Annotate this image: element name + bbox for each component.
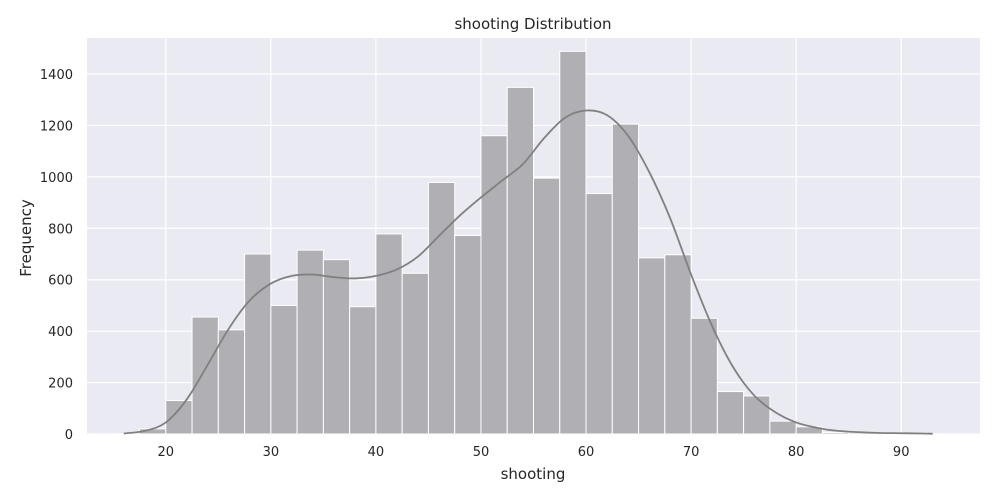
histogram-bar — [533, 177, 561, 435]
x-tick-label: 20 — [158, 445, 175, 460]
x-tick-label: 80 — [788, 445, 805, 460]
y-tick-label: 800 — [48, 222, 73, 237]
histogram-bar — [690, 317, 718, 435]
histogram-bar — [611, 123, 640, 435]
histogram-bar — [270, 304, 298, 435]
bars — [139, 50, 928, 435]
histogram-bar — [401, 272, 429, 435]
y-tick-labels: 0 200 400 600 800 1000 1200 1400 — [40, 68, 73, 443]
histogram-bar — [375, 233, 403, 435]
histogram-bar — [454, 234, 482, 435]
histogram-bar — [244, 253, 272, 435]
histogram-bar — [769, 420, 797, 435]
y-tick-label: 600 — [48, 274, 73, 289]
y-tick-label: 200 — [48, 377, 73, 392]
histogram-bar — [743, 395, 771, 435]
histogram-bar — [716, 391, 745, 435]
histogram-bar — [296, 249, 324, 435]
x-axis-label: shooting — [501, 465, 566, 483]
x-tick-labels: 20 30 40 50 60 70 80 90 — [158, 445, 910, 460]
histogram-bar — [664, 254, 692, 435]
histogram-bar — [427, 182, 456, 435]
x-tick-label: 40 — [368, 445, 385, 460]
chart-title: shooting Distribution — [454, 15, 611, 33]
y-tick-label: 0 — [65, 428, 73, 443]
histogram-bar — [217, 329, 246, 435]
histogram-bar — [349, 306, 377, 435]
histogram-bar — [638, 257, 666, 435]
x-tick-label: 50 — [473, 445, 490, 460]
histogram-bar — [585, 193, 613, 435]
histogram-bar — [480, 135, 508, 435]
histogram-bar — [322, 259, 351, 435]
histogram-bar — [165, 400, 193, 435]
x-tick-label: 60 — [578, 445, 595, 460]
histogram-bar — [506, 86, 534, 435]
y-axis-label: Frequency — [17, 199, 35, 277]
y-tick-label: 1000 — [40, 171, 73, 186]
histogram-bar — [821, 431, 850, 435]
x-tick-label: 70 — [683, 445, 700, 460]
x-tick-label: 30 — [263, 445, 280, 460]
x-tick-label: 90 — [893, 445, 910, 460]
y-tick-label: 1400 — [40, 68, 73, 83]
histogram-bar — [191, 316, 219, 435]
y-tick-label: 400 — [48, 325, 73, 340]
y-tick-label: 1200 — [40, 119, 73, 134]
kde-line — [123, 109, 933, 435]
histogram-bar — [559, 50, 587, 435]
